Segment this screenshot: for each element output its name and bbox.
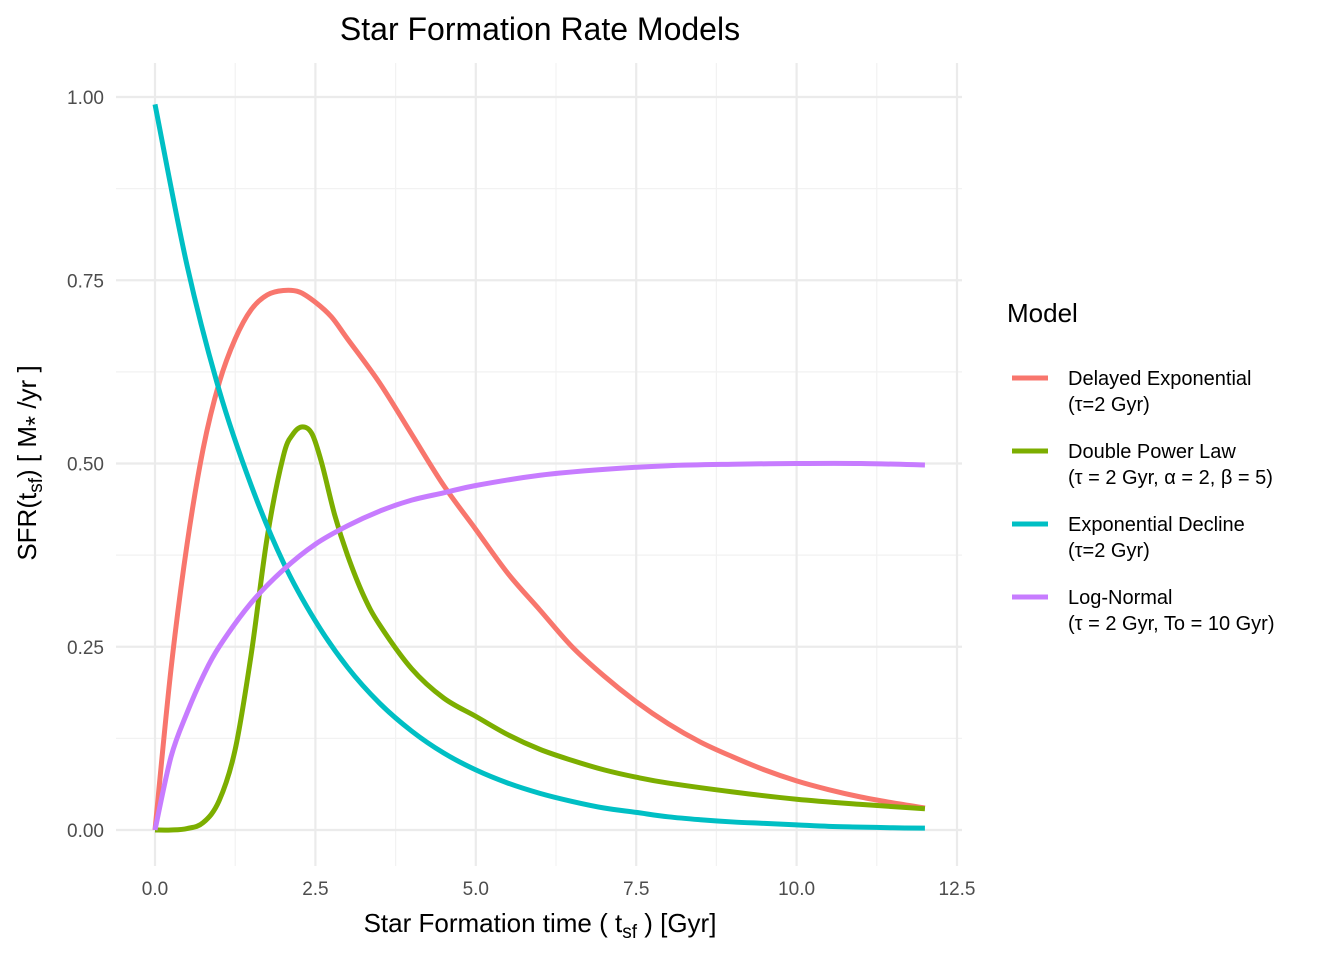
legend-label: Delayed Exponential (1068, 368, 1251, 390)
legend-label: Double Power Law (1068, 441, 1236, 463)
legend-label-detail: (τ = 2 Gyr, α = 2, β = 5) (1068, 467, 1273, 489)
legend-label-detail: (τ = 2 Gyr, To = 10 Gyr) (1068, 613, 1275, 635)
x-tick-label: 5.0 (463, 879, 489, 900)
x-axis-title: Star Formation time ( tsf ) [Gyr] (364, 908, 717, 943)
series-line-4 (152, 460, 925, 831)
legend-title: Model (1007, 298, 1078, 328)
legend: Model Delayed Exponential (τ=2 Gyr) Double… (1007, 298, 1275, 635)
y-tick-labels: 0.00 0.25 0.50 0.75 1.00 (67, 88, 104, 842)
legend-label: Exponential Decline (1068, 514, 1245, 536)
series-group (152, 103, 926, 833)
x-tick-label: 10.0 (778, 879, 815, 900)
y-tick-label: 0.50 (67, 455, 104, 476)
y-tick-label: 1.00 (67, 88, 104, 109)
x-tick-label: 12.5 (939, 879, 976, 900)
series-line-2 (154, 424, 926, 833)
x-tick-label: 7.5 (623, 879, 649, 900)
chart-title: Star Formation Rate Models (340, 11, 740, 47)
series-line-3 (152, 103, 925, 831)
x-tick-labels: 0.0 2.5 5.0 7.5 10.0 12.5 (142, 879, 976, 900)
legend-label-detail: (τ=2 Gyr) (1068, 540, 1150, 562)
y-tick-label: 0.25 (67, 638, 104, 659)
x-tick-label: 0.0 (142, 879, 168, 900)
y-axis-title: SFR(tsf) [ M* /yr ] (12, 365, 50, 560)
legend-label-detail: (τ=2 Gyr) (1068, 394, 1150, 416)
x-tick-label: 2.5 (302, 879, 328, 900)
y-tick-label: 0.75 (67, 271, 104, 292)
y-tick-label: 0.00 (67, 821, 104, 842)
legend-label: Log-Normal (1068, 587, 1172, 609)
